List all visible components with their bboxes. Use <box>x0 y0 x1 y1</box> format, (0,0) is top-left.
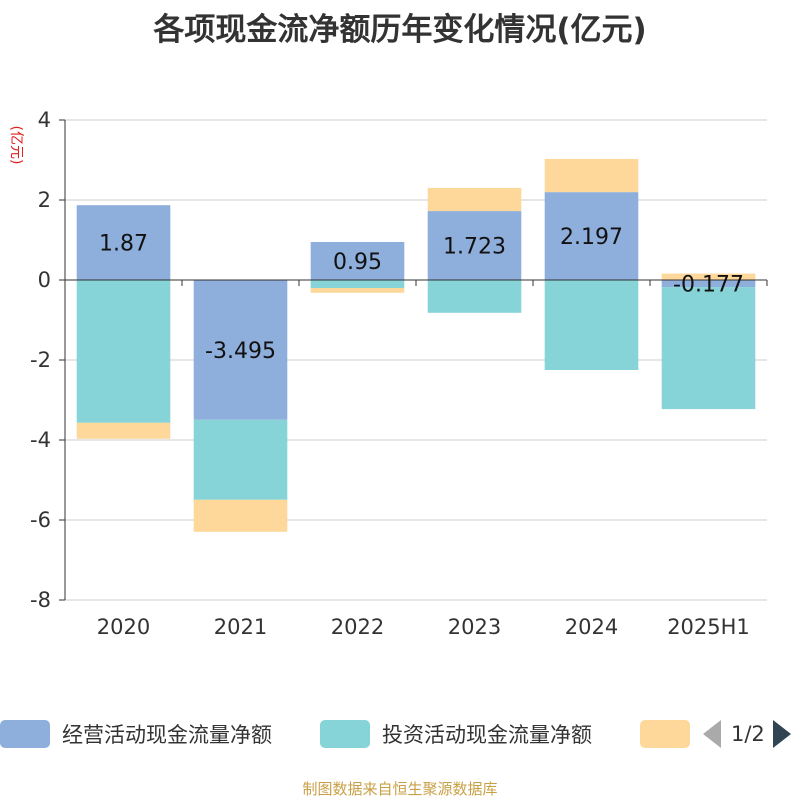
x-tick-label: 2021 <box>214 615 267 639</box>
legend-swatch-investing <box>320 720 370 748</box>
bar-investing-2023[interactable] <box>427 280 522 313</box>
legend-page-indicator: 1/2 <box>731 722 765 746</box>
bar-investing-2025H1[interactable] <box>661 287 756 410</box>
bar-operating-2023[interactable] <box>427 211 522 280</box>
bar-operating-2025H1[interactable] <box>661 280 756 288</box>
data-label-operating-2024: 2.197 <box>560 225 623 250</box>
legend: 经营活动现金流量净额 投资活动现金流量净额 <box>0 714 800 754</box>
bar-financing-2022[interactable] <box>310 288 405 293</box>
triangle-left-icon[interactable] <box>703 720 721 748</box>
y-tick-label: 0 <box>38 268 51 292</box>
bar-financing-2024[interactable] <box>544 158 639 193</box>
data-label-operating-2021: -3.495 <box>205 339 276 364</box>
y-tick-label: -8 <box>30 588 51 612</box>
y-tick-label: 4 <box>38 108 51 132</box>
bar-investing-2024[interactable] <box>544 280 639 370</box>
bar-financing-2023[interactable] <box>427 187 522 212</box>
bar-investing-2022[interactable] <box>310 280 405 288</box>
bar-financing-2021[interactable] <box>193 499 288 532</box>
data-label-operating-2025H1: -0.177 <box>673 273 744 298</box>
bar-operating-2021[interactable] <box>193 280 288 420</box>
y-tick-label: -6 <box>30 508 51 532</box>
y-axis-unit-label: (亿元) <box>8 126 24 165</box>
legend-item-operating[interactable]: 经营活动现金流量净额 <box>0 714 272 754</box>
legend-item-investing[interactable]: 投资活动现金流量净额 <box>320 714 592 754</box>
bar-financing-2025H1[interactable] <box>661 273 756 280</box>
bar-investing-2020[interactable] <box>76 280 171 423</box>
bar-operating-2020[interactable] <box>76 205 171 280</box>
legend-pager: 1/2 <box>700 714 800 754</box>
data-label-operating-2023: 1.723 <box>443 235 506 260</box>
legend-swatch-operating <box>0 720 50 748</box>
chart-title: 各项现金流净额历年变化情况(亿元) <box>153 12 647 48</box>
triangle-right-icon[interactable] <box>772 720 791 748</box>
bar-financing-2020[interactable] <box>76 422 171 439</box>
bar-operating-2024[interactable] <box>544 192 639 280</box>
bar-operating-2022[interactable] <box>310 242 405 280</box>
data-label-operating-2022: 0.95 <box>333 250 382 275</box>
legend-swatch-financing <box>640 720 690 748</box>
y-tick-label: 2 <box>38 188 51 212</box>
x-tick-label: 2024 <box>565 615 618 639</box>
x-tick-label: 2023 <box>448 615 501 639</box>
y-tick-label: -4 <box>30 428 51 452</box>
source-note: 制图数据来自恒生聚源数据库 <box>302 780 498 798</box>
legend-item-financing[interactable] <box>640 714 690 754</box>
legend-label-investing: 投资活动现金流量净额 <box>382 723 592 747</box>
y-tick-label: -2 <box>30 348 51 372</box>
x-tick-label: 2020 <box>97 615 150 639</box>
data-label-operating-2020: 1.87 <box>99 232 148 257</box>
bar-investing-2021[interactable] <box>193 419 288 500</box>
x-tick-label: 2022 <box>331 615 384 639</box>
x-tick-label: 2025H1 <box>667 615 750 639</box>
legend-label-operating: 经营活动现金流量净额 <box>62 723 272 747</box>
